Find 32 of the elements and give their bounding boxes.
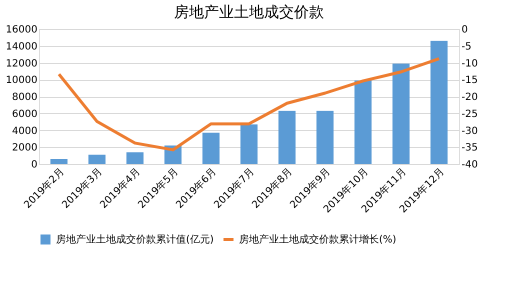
bar [278, 110, 296, 164]
bar [240, 124, 258, 164]
y2-tick-label: -20 [462, 92, 478, 103]
y2-tick-label: -40 [462, 160, 478, 170]
y2-tick-label: -30 [462, 126, 478, 137]
bar [202, 132, 220, 164]
y2-tick-label: -15 [462, 75, 478, 86]
legend-label: 房地产业土地成交价款累计增长(%) [239, 234, 396, 246]
y-tick-label: 10000 [6, 75, 38, 86]
line-series [57, 57, 441, 152]
y2-tick-label: -25 [462, 108, 478, 120]
bar [354, 80, 372, 164]
y2-tick-label: -35 [462, 142, 478, 154]
bar [126, 152, 144, 164]
bar [430, 40, 448, 164]
bar [392, 64, 410, 164]
y-tick-label: 2000 [12, 142, 38, 154]
bar [316, 110, 334, 164]
y-tick-label: 8000 [12, 92, 38, 103]
y2-tick-label: 0 [462, 24, 468, 36]
y-tick-label: 14000 [6, 41, 38, 52]
bar [50, 158, 68, 164]
y-tick-label: 16000 [6, 24, 38, 36]
y-tick-label: 4000 [12, 126, 38, 137]
bar [88, 154, 106, 164]
y-tick-label: 0 [31, 160, 38, 170]
y2-tick-label: -10 [462, 58, 478, 70]
legend-label: 房地产业土地成交价款累计值(亿元) [56, 234, 214, 246]
chart-title: 房地产业土地成交价款 [174, 3, 324, 21]
y-tick-label: 6000 [12, 108, 38, 120]
y-tick-label: 12000 [6, 58, 38, 70]
y2-tick-label: -5 [462, 41, 472, 52]
